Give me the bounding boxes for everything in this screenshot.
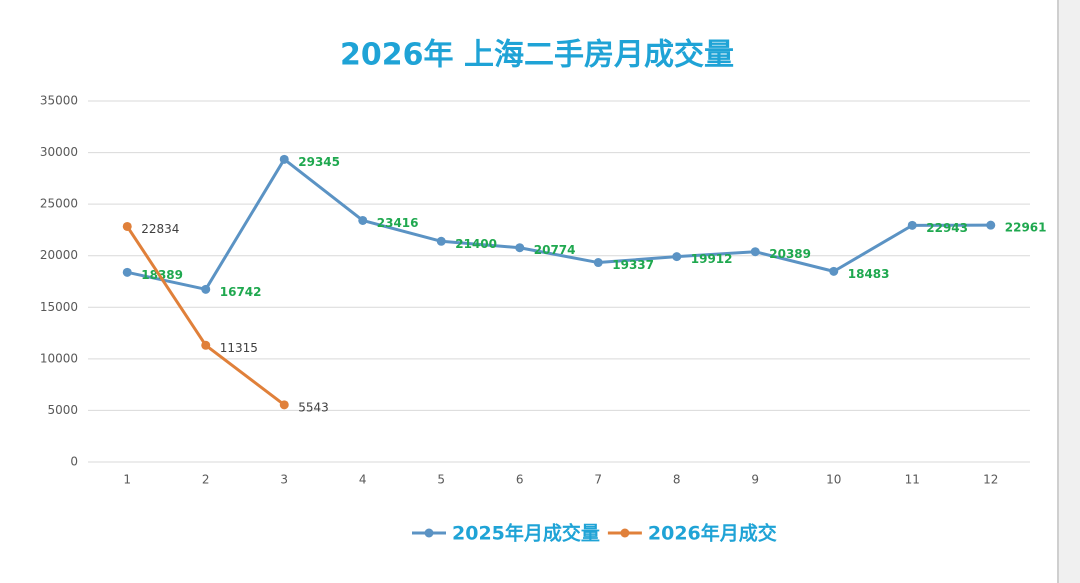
- data-label: 23416: [377, 216, 419, 230]
- x-tick-label: 12: [983, 473, 998, 487]
- x-tick-label: 8: [673, 473, 681, 487]
- y-tick-label: 10000: [40, 351, 78, 365]
- data-label: 18389: [141, 268, 183, 282]
- y-tick-label: 25000: [40, 197, 78, 211]
- chart-background: [0, 0, 1057, 583]
- x-tick-label: 6: [516, 473, 524, 487]
- data-label: 21400: [455, 237, 497, 251]
- x-tick-label: 11: [905, 473, 920, 487]
- data-point: [986, 220, 996, 230]
- y-tick-label: 35000: [40, 94, 78, 108]
- data-label: 22834: [141, 222, 179, 236]
- data-label: 20389: [769, 247, 811, 261]
- legend-marker: [620, 528, 630, 538]
- data-label: 11315: [220, 341, 258, 355]
- data-label: 16742: [220, 285, 262, 299]
- x-tick-label: 1: [123, 473, 131, 487]
- x-tick-label: 4: [359, 473, 367, 487]
- x-tick-label: 5: [437, 473, 445, 487]
- data-point: [436, 236, 446, 246]
- data-label: 20774: [534, 243, 576, 257]
- x-tick-label: 9: [751, 473, 759, 487]
- data-label: 22943: [926, 221, 968, 235]
- x-tick-label: 10: [826, 473, 841, 487]
- data-point: [122, 221, 132, 231]
- y-tick-label: 15000: [40, 300, 78, 314]
- legend-label: 2026年月成交: [648, 522, 777, 545]
- data-point: [122, 267, 132, 277]
- data-label: 19912: [691, 252, 733, 266]
- data-point: [201, 284, 211, 294]
- data-label: 29345: [298, 155, 340, 169]
- data-point: [593, 258, 603, 268]
- legend-marker: [424, 528, 434, 538]
- y-tick-label: 5000: [47, 403, 78, 417]
- data-point: [907, 220, 917, 230]
- y-tick-label: 30000: [40, 145, 78, 159]
- data-point: [358, 215, 368, 225]
- legend-label: 2025年月成交量: [452, 522, 600, 545]
- chart-title: 2026年 上海二手房月成交量: [340, 38, 734, 73]
- x-tick-label: 7: [594, 473, 602, 487]
- data-label: 19337: [612, 258, 654, 272]
- data-label: 5543: [298, 400, 329, 414]
- y-tick-label: 0: [70, 455, 78, 469]
- data-label: 18483: [848, 267, 890, 281]
- x-tick-label: 2: [202, 473, 210, 487]
- x-tick-label: 3: [280, 473, 288, 487]
- y-tick-label: 20000: [40, 248, 78, 262]
- data-point: [279, 400, 289, 410]
- data-point: [515, 243, 525, 253]
- data-label: 22961: [1005, 221, 1047, 235]
- data-point: [829, 266, 839, 276]
- data-point: [750, 247, 760, 257]
- data-point: [279, 154, 289, 164]
- series-line: [126, 157, 991, 291]
- data-point: [672, 252, 682, 262]
- data-point: [201, 340, 211, 350]
